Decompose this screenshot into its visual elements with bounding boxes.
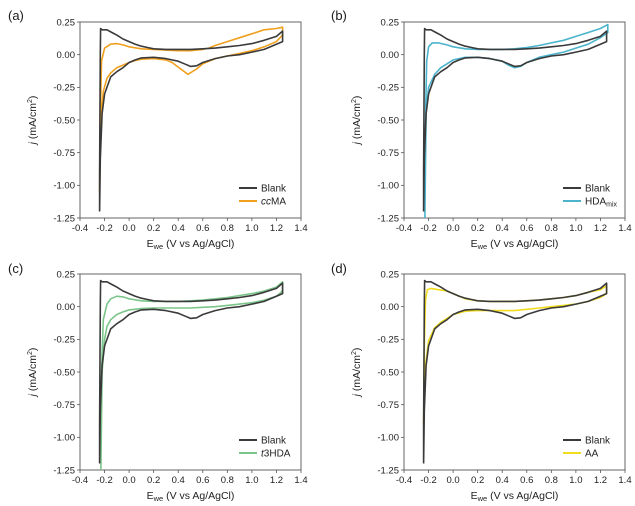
x-tick-label: -0.2	[420, 475, 436, 486]
y-axis-title: j (mA/cm2)	[27, 348, 39, 399]
x-tick-label: 0.6	[520, 223, 533, 234]
x-tick-label: 0.4	[172, 475, 185, 486]
legend-label: AA	[585, 449, 599, 460]
y-tick-label: -0.50	[53, 367, 75, 378]
y-tick-label: 0.00	[381, 302, 400, 313]
y-axis-title: j (mA/cm2)	[351, 348, 363, 399]
panel-label: (d)	[331, 261, 347, 276]
y-tick-label: 0.25	[381, 17, 400, 28]
x-tick-label: -0.4	[396, 223, 412, 234]
y-tick-label: -1.00	[53, 433, 75, 444]
y-tick-label: -1.25	[377, 465, 399, 476]
legend-label: ccMA	[261, 197, 286, 208]
y-tick-label: 0.00	[57, 302, 76, 313]
series-line-sample	[422, 285, 608, 425]
legend-label: Blank	[261, 436, 287, 447]
x-tick-label: 0.2	[471, 223, 484, 234]
x-tick-label: 0.4	[172, 223, 185, 234]
x-tick-label: 1.4	[294, 223, 307, 234]
x-tick-label: 0.4	[496, 475, 509, 486]
x-tick-label: 1.4	[618, 475, 631, 486]
legend-label: t3HDA	[261, 449, 291, 460]
panel-3: (c) -0.4 -0.2 0.0 0.2 0.4 0.6 0.8 1.0 1.2 1.4 0.25 0…	[8, 261, 308, 503]
series-line-blank	[98, 27, 284, 212]
x-tick-label: 1.2	[270, 475, 283, 486]
x-tick-label: 1.2	[270, 223, 283, 234]
legend-label: Blank	[261, 184, 287, 195]
y-tick-label: -1.25	[53, 213, 75, 224]
x-tick-label: 0.8	[545, 475, 558, 486]
legend-label: HDAmix	[585, 197, 618, 209]
x-tick-label: -0.2	[96, 475, 112, 486]
y-tick-label: -1.25	[377, 213, 399, 224]
x-tick-label: 1.0	[245, 475, 258, 486]
x-tick-label: -0.4	[396, 475, 412, 486]
panel-label: (b)	[331, 8, 347, 23]
panel-1: (a) -0.4 -0.2 0.0 0.2 0.4 0.6 0.8 1.0 1.2 1.4 0.25 0…	[8, 8, 308, 251]
x-tick-label: 1.2	[594, 475, 607, 486]
x-tick-label: 0.6	[520, 475, 533, 486]
panel-4: (d) -0.4 -0.2 0.0 0.2 0.4 0.6 0.8 1.0 1.2 1.4 0.25 0…	[331, 261, 632, 503]
x-tick-label: 1.0	[569, 475, 582, 486]
y-tick-label: -1.00	[377, 181, 399, 192]
panel-2: (b) -0.4 -0.2 0.0 0.2 0.4 0.6 0.8 1.0 1.2 1.4 0.25 0…	[331, 8, 632, 251]
y-tick-label: -0.75	[53, 400, 75, 411]
series-line-blank	[422, 279, 608, 464]
x-tick-label: 0.0	[123, 475, 136, 486]
x-tick-label: 0.4	[496, 223, 509, 234]
x-tick-label: 0.0	[447, 223, 460, 234]
x-tick-label: 1.0	[245, 223, 258, 234]
y-tick-label: -0.25	[377, 83, 399, 94]
y-axis-title: j (mA/cm2)	[351, 96, 363, 147]
y-tick-label: -1.25	[53, 465, 75, 476]
y-tick-label: 0.25	[381, 269, 400, 280]
x-tick-label: 0.8	[221, 475, 234, 486]
x-tick-label: 0.2	[147, 475, 160, 486]
x-tick-label: 1.4	[618, 223, 631, 234]
x-tick-label: 0.6	[196, 475, 209, 486]
x-tick-label: -0.4	[72, 475, 88, 486]
y-tick-label: -0.50	[53, 115, 75, 126]
x-tick-label: 0.2	[471, 475, 484, 486]
y-tick-label: -0.75	[53, 148, 75, 159]
x-axis-title: Ewe (V vs Ag/AgCl)	[471, 238, 559, 251]
series-line-sample	[100, 281, 284, 471]
y-tick-label: -0.75	[377, 148, 399, 159]
x-tick-label: 0.0	[447, 475, 460, 486]
y-axis-title: j (mA/cm2)	[27, 96, 39, 147]
y-tick-label: 0.00	[381, 50, 400, 61]
x-tick-label: 0.8	[545, 223, 558, 234]
y-tick-label: 0.25	[57, 269, 76, 280]
y-tick-label: -0.50	[377, 115, 399, 126]
x-tick-label: 0.0	[123, 223, 136, 234]
x-tick-label: 0.6	[196, 223, 209, 234]
legend-label: Blank	[585, 184, 611, 195]
series-line-blank	[98, 279, 284, 464]
x-tick-label: 1.2	[594, 223, 607, 234]
x-axis-title: Ewe (V vs Ag/AgCl)	[147, 238, 235, 251]
legend-label: Blank	[585, 436, 611, 447]
x-axis-title: Ewe (V vs Ag/AgCl)	[471, 490, 559, 503]
y-tick-label: 0.00	[57, 50, 76, 61]
x-tick-label: 0.8	[221, 223, 234, 234]
y-tick-label: -0.75	[377, 400, 399, 411]
y-tick-label: -0.25	[53, 335, 75, 346]
x-axis-title: Ewe (V vs Ag/AgCl)	[147, 490, 235, 503]
y-tick-label: -0.25	[377, 335, 399, 346]
panel-label: (a)	[8, 8, 24, 23]
series-line-blank	[422, 27, 608, 212]
y-tick-label: -0.50	[377, 367, 399, 378]
y-tick-label: 0.25	[57, 17, 76, 28]
x-tick-label: -0.4	[72, 223, 88, 234]
x-tick-label: 0.2	[147, 223, 160, 234]
y-tick-label: -1.00	[377, 433, 399, 444]
x-tick-label: -0.2	[96, 223, 112, 234]
x-tick-label: -0.2	[420, 223, 436, 234]
y-tick-label: -0.25	[53, 83, 75, 94]
y-tick-label: -1.00	[53, 181, 75, 192]
panel-label: (c)	[8, 261, 23, 276]
x-tick-label: 1.4	[294, 475, 307, 486]
x-tick-label: 1.0	[569, 223, 582, 234]
